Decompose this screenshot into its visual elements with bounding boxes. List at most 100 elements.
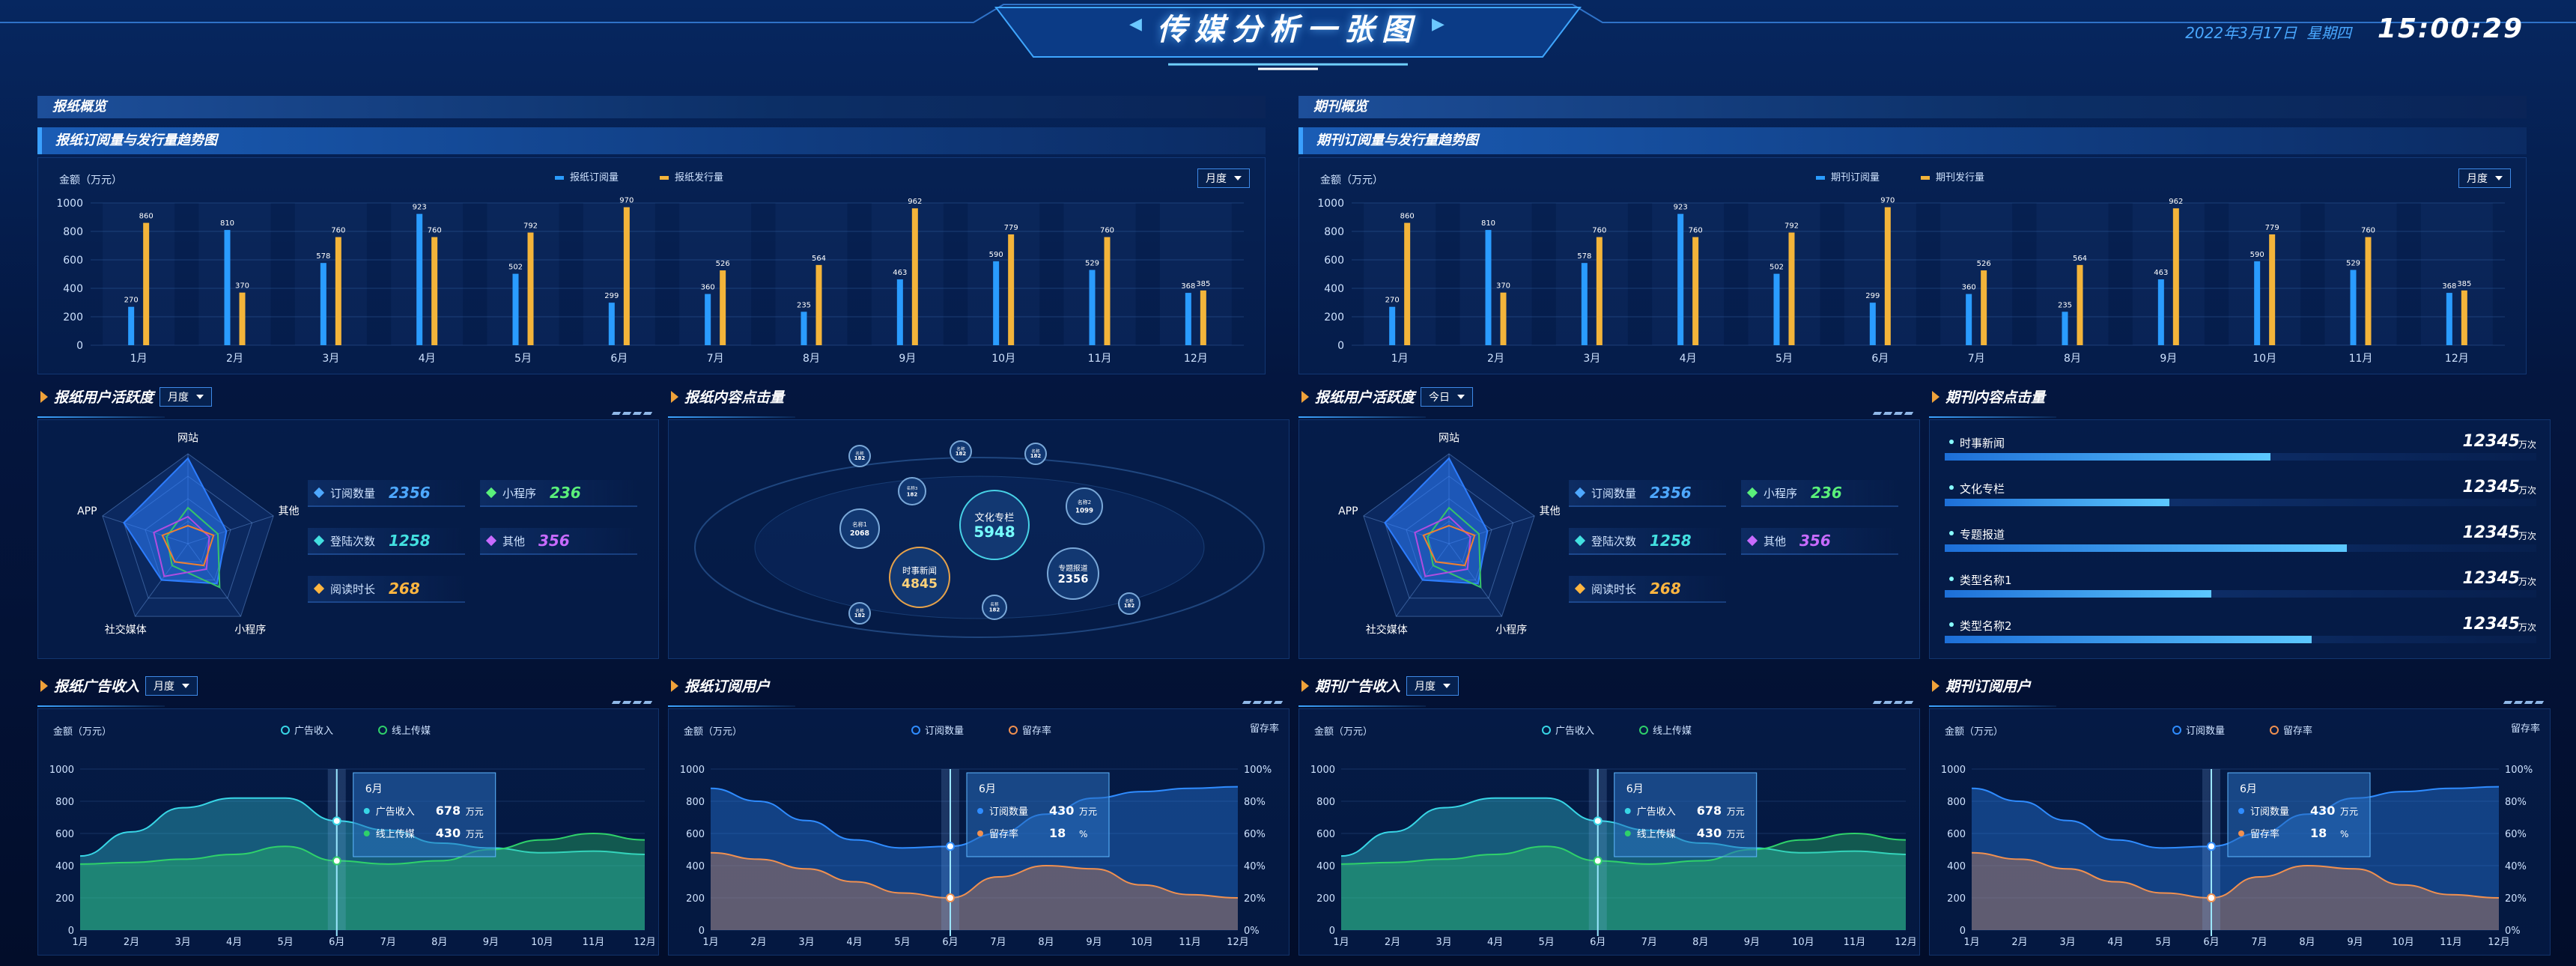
- left-activity-underline: [37, 416, 165, 418]
- y-tick-label: 600: [1324, 255, 1344, 267]
- right-trend-select[interactable]: 月度: [2458, 168, 2511, 188]
- x-tick-label: 2月: [2011, 937, 2027, 948]
- y2-tick-label: 100%: [1244, 765, 1272, 776]
- y-axis-label: 金额（万元）: [1314, 726, 1373, 738]
- right-ad-select[interactable]: 月度: [1406, 675, 1459, 696]
- x-tick-label: 8月: [431, 937, 447, 948]
- bar-value-label: 564: [2073, 255, 2087, 263]
- tooltip-box: [353, 772, 496, 857]
- x-tick-label: 2月: [750, 937, 766, 948]
- y2-tick-label: 20%: [1244, 893, 1266, 905]
- x-tick-label: 1月: [72, 937, 88, 948]
- y2-tick-label: 40%: [2505, 861, 2527, 872]
- hover-point: [946, 842, 955, 851]
- y-axis-label: 金额（万元）: [1320, 174, 1383, 186]
- left-ad-select[interactable]: 月度: [145, 675, 198, 696]
- legend-label: 期刊发行量: [1936, 171, 1984, 183]
- bar-value-label: 235: [2058, 301, 2072, 309]
- stat-value: 2356: [1650, 484, 1692, 502]
- bubble: [1024, 443, 1047, 465]
- bar-value-label: 970: [1880, 197, 1895, 205]
- x-tick-label: 11月: [583, 937, 605, 948]
- right-sub-underline: [1929, 705, 2056, 707]
- title-left-arrow-icon: ◀: [1129, 15, 1142, 34]
- category-band: [198, 203, 271, 345]
- bar-value-label: 760: [1689, 227, 1703, 235]
- y-tick-label: 800: [1947, 797, 1966, 808]
- bar: [239, 292, 246, 345]
- y-tick-label: 200: [1947, 893, 1966, 905]
- category-band: [583, 203, 655, 345]
- x-tick-label: 1月: [1391, 353, 1409, 365]
- bar-value-label: 810: [220, 219, 234, 228]
- radar-axis-label: 网站: [1439, 432, 1459, 444]
- tooltip-month: 6月: [365, 783, 383, 795]
- y-tick-label: 800: [1324, 226, 1344, 238]
- y-tick-label: 1000: [680, 765, 705, 776]
- series-line: [710, 851, 1239, 899]
- y-tick-label: 200: [55, 893, 74, 905]
- y-tick-label: 200: [1324, 312, 1344, 323]
- y2-tick-label: 60%: [1244, 829, 1266, 840]
- rank-value: 12345: [2462, 615, 2520, 634]
- left-activity-panel: 网站 其他 小程序 社交媒体 APP 订阅数量 2356 小程序 236 登陆次数 1258 其他 3…: [37, 419, 659, 659]
- bar: [143, 222, 150, 345]
- left-section-header: 报纸概览: [37, 96, 1266, 118]
- right-content-underline: [1929, 416, 2056, 418]
- x-tick-label: 4月: [226, 937, 242, 948]
- x-tick-label: 10月: [2253, 353, 2276, 365]
- radar-axis-label: 小程序: [234, 625, 266, 637]
- bubble: [982, 595, 1007, 620]
- rank-bar-track: [1945, 499, 2536, 506]
- left-ad-chart: 金额（万元） 0 200 400 600 800 1000 1月 2月 3月 4月 5月 6月 7月 8月 9…: [49, 726, 656, 948]
- page-title: 传媒分析一张图: [1157, 12, 1419, 47]
- bubble-value: 182: [956, 451, 967, 457]
- bar-value-label: 385: [2457, 280, 2471, 288]
- tooltip-label: 广告收入: [1637, 806, 1676, 818]
- stat-value: 268: [389, 580, 420, 598]
- activity-stat: 其他 356: [480, 528, 637, 555]
- x-tick-label: 6月: [1871, 353, 1889, 365]
- stat-value: 1258: [389, 532, 431, 550]
- bubble-label: 名称1: [852, 520, 867, 528]
- stat-value: 236: [1811, 484, 1842, 502]
- bar: [705, 294, 711, 345]
- tooltip-month: 6月: [979, 783, 996, 795]
- bubble-value: 182: [854, 455, 866, 461]
- legend-swatch: [1921, 176, 1930, 180]
- bar-value-label: 385: [1196, 280, 1210, 288]
- y-axis-label: 金额（万元）: [1945, 726, 2003, 738]
- rank-bullet-icon: [1949, 577, 1954, 581]
- right-activity-select[interactable]: 今日: [1421, 386, 1474, 407]
- tooltip-marker: [363, 808, 370, 814]
- stat-label: 阅读时长: [330, 582, 376, 596]
- legend-marker: [1639, 726, 1648, 735]
- y-tick-label: 0: [699, 926, 705, 937]
- y2-tick-label: 100%: [2505, 765, 2533, 776]
- x-tick-label: 1月: [702, 937, 718, 948]
- left-ad-underline: [37, 705, 165, 707]
- y2-tick-label: 80%: [2505, 797, 2527, 808]
- legend-label: 线上传媒: [392, 726, 431, 737]
- category-band: [775, 203, 848, 345]
- radar-series: [161, 524, 215, 567]
- bar: [128, 306, 135, 345]
- bar: [2172, 208, 2179, 345]
- x-tick-label: 2月: [1487, 353, 1504, 365]
- tooltip-unit: %: [1079, 829, 1087, 839]
- hover-point: [332, 856, 341, 866]
- legend-label: 线上传媒: [1653, 726, 1692, 737]
- tooltip-box: [1614, 772, 1758, 857]
- category-band: [967, 203, 1040, 345]
- rank-bar-fill: [1945, 544, 2348, 552]
- activity-stat: 登陆次数 1258: [308, 528, 465, 555]
- left-trend-select[interactable]: 月度: [1197, 168, 1250, 188]
- left-activity-select[interactable]: 月度: [160, 386, 213, 407]
- x-tick-label: 5月: [894, 937, 910, 948]
- tooltip-box: [2227, 772, 2371, 857]
- y-tick-label: 1000: [1317, 198, 1344, 210]
- bar-value-label: 578: [1577, 252, 1591, 261]
- activity-stat: 阅读时长 268: [1569, 576, 1726, 603]
- tooltip-month: 6月: [2240, 783, 2257, 795]
